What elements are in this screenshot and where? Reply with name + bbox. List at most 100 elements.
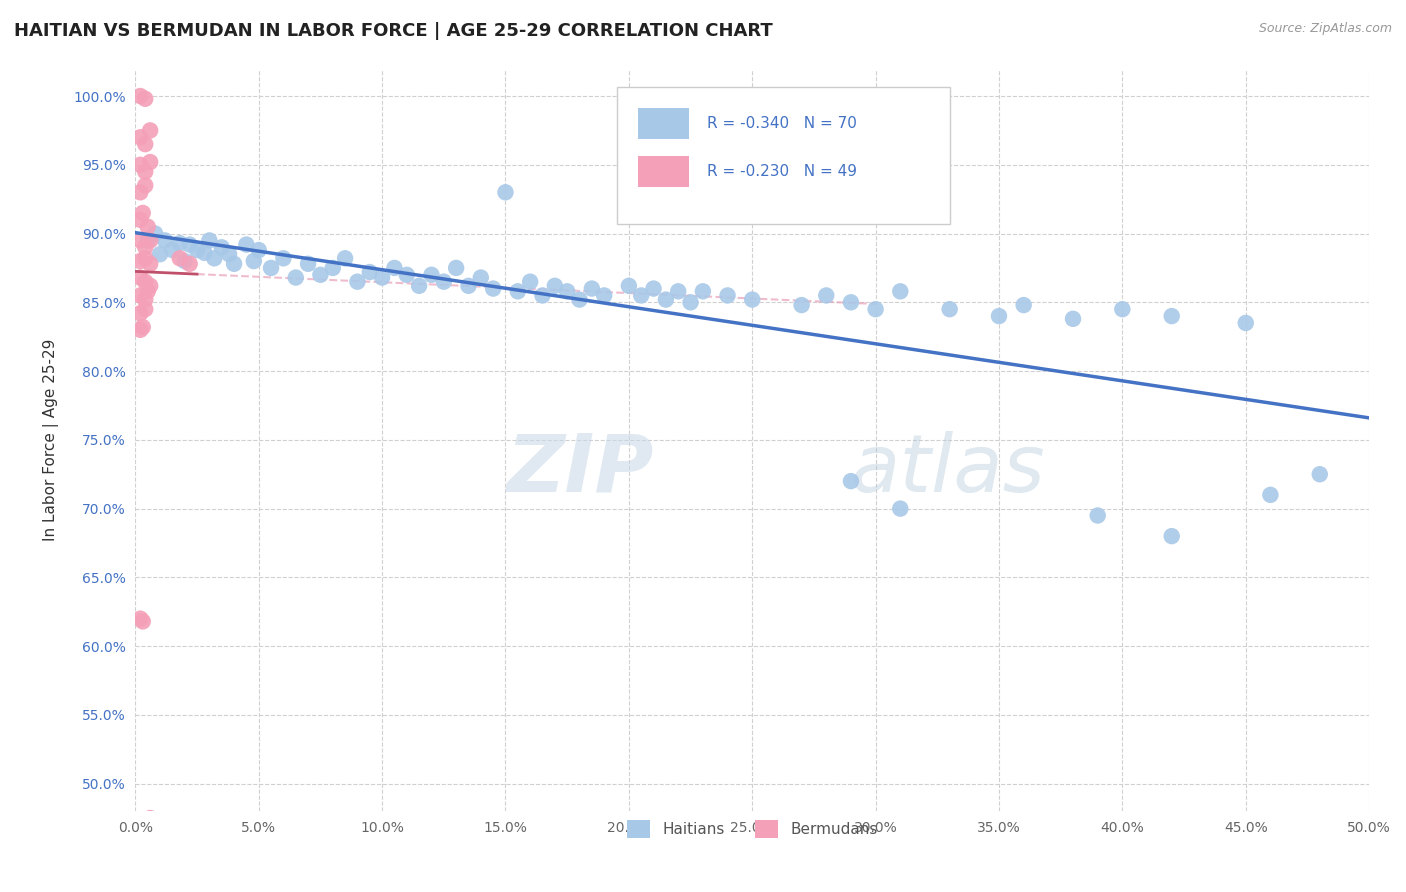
- Point: [162, 243, 184, 257]
- Point: [260, 260, 283, 275]
- Point: [134, 164, 156, 178]
- Point: [211, 240, 233, 254]
- Point: [643, 282, 665, 296]
- Point: [129, 130, 152, 145]
- Point: [1111, 302, 1133, 317]
- Point: [136, 285, 159, 299]
- Text: R = -0.340   N = 70: R = -0.340 N = 70: [707, 116, 856, 131]
- Point: [202, 252, 225, 266]
- Point: [169, 252, 191, 266]
- Point: [1234, 316, 1257, 330]
- Point: [222, 257, 245, 271]
- Point: [333, 252, 356, 266]
- Text: Source: ZipAtlas.com: Source: ZipAtlas.com: [1258, 22, 1392, 36]
- Point: [716, 288, 738, 302]
- Point: [692, 285, 714, 299]
- Point: [139, 123, 162, 137]
- Point: [839, 295, 862, 310]
- Point: [988, 309, 1011, 323]
- Point: [153, 234, 176, 248]
- Point: [1087, 508, 1109, 523]
- Point: [1309, 467, 1331, 482]
- Point: [457, 278, 479, 293]
- Point: [243, 254, 266, 268]
- Y-axis label: In Labor Force | Age 25-29: In Labor Force | Age 25-29: [44, 339, 59, 541]
- Point: [129, 186, 152, 200]
- Point: [433, 275, 456, 289]
- Point: [173, 254, 195, 268]
- Point: [134, 252, 156, 266]
- Point: [134, 137, 156, 152]
- Point: [581, 282, 603, 296]
- Point: [149, 247, 172, 261]
- Point: [1160, 309, 1182, 323]
- Point: [129, 612, 152, 626]
- Point: [444, 260, 467, 275]
- Point: [136, 219, 159, 234]
- Point: [139, 811, 162, 825]
- Point: [186, 243, 208, 257]
- Point: [395, 268, 418, 282]
- Point: [132, 615, 155, 629]
- Point: [169, 236, 191, 251]
- Point: [129, 306, 152, 320]
- Point: [143, 227, 166, 241]
- Point: [132, 206, 155, 220]
- Point: [470, 270, 492, 285]
- Point: [247, 243, 270, 257]
- Text: ZIP: ZIP: [506, 431, 654, 508]
- Legend: Haitians, Bermudans: Haitians, Bermudans: [621, 814, 883, 845]
- Point: [134, 178, 156, 193]
- Text: HAITIAN VS BERMUDAN IN LABOR FORCE | AGE 25-29 CORRELATION CHART: HAITIAN VS BERMUDAN IN LABOR FORCE | AGE…: [14, 22, 773, 40]
- Point: [284, 270, 307, 285]
- Point: [666, 285, 689, 299]
- Point: [815, 288, 838, 302]
- Point: [134, 240, 156, 254]
- Point: [938, 302, 960, 317]
- Point: [134, 302, 156, 317]
- Point: [506, 285, 529, 299]
- Point: [136, 234, 159, 248]
- Point: [129, 158, 152, 172]
- Point: [273, 252, 295, 266]
- Point: [134, 275, 156, 289]
- Text: R = -0.230   N = 49: R = -0.230 N = 49: [707, 164, 856, 179]
- Point: [129, 288, 152, 302]
- FancyBboxPatch shape: [637, 108, 689, 139]
- Point: [544, 278, 567, 293]
- Point: [134, 293, 156, 307]
- Point: [617, 278, 640, 293]
- FancyBboxPatch shape: [616, 87, 949, 225]
- Point: [309, 268, 332, 282]
- Point: [235, 237, 257, 252]
- Point: [179, 237, 201, 252]
- Point: [198, 234, 221, 248]
- Point: [839, 474, 862, 488]
- Point: [568, 293, 591, 307]
- Point: [297, 257, 319, 271]
- Point: [1260, 488, 1282, 502]
- Point: [218, 247, 240, 261]
- FancyBboxPatch shape: [637, 156, 689, 187]
- Point: [346, 275, 368, 289]
- Point: [555, 285, 578, 299]
- Point: [371, 270, 394, 285]
- Point: [193, 245, 215, 260]
- Point: [129, 270, 152, 285]
- Point: [139, 278, 162, 293]
- Point: [865, 302, 887, 317]
- Point: [134, 92, 156, 106]
- Point: [679, 295, 702, 310]
- Point: [129, 89, 152, 103]
- Point: [139, 155, 162, 169]
- Point: [889, 501, 911, 516]
- Point: [519, 275, 541, 289]
- Point: [129, 212, 152, 227]
- Point: [408, 278, 430, 293]
- Point: [1012, 298, 1035, 312]
- Point: [531, 288, 554, 302]
- Point: [741, 293, 763, 307]
- Point: [790, 298, 813, 312]
- Point: [1160, 529, 1182, 543]
- Point: [129, 323, 152, 337]
